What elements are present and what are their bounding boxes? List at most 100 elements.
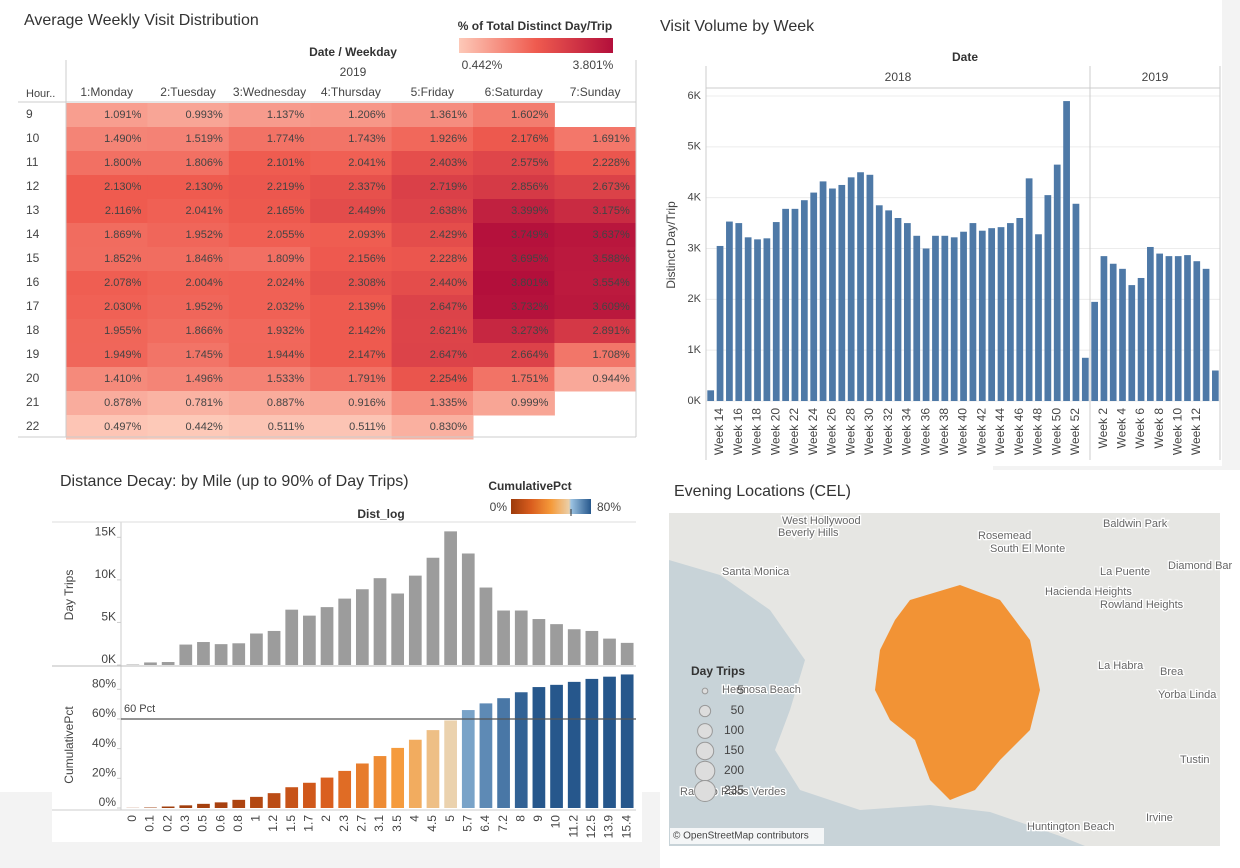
bar — [567, 629, 581, 665]
bar — [1007, 223, 1014, 401]
bar — [866, 174, 874, 401]
x-tick-label: 5.7 — [460, 815, 474, 832]
bar — [1053, 164, 1061, 401]
bar — [1165, 256, 1173, 401]
cell-label: 1.496% — [185, 373, 223, 385]
bar — [969, 223, 977, 401]
heat-cell — [554, 295, 637, 320]
cell-label: 0.511% — [349, 421, 386, 433]
heat-cell — [473, 271, 555, 296]
heat-cell — [473, 151, 555, 176]
bar — [1025, 178, 1033, 401]
size-legend-label: 5 — [737, 683, 744, 697]
heat-cell — [147, 367, 230, 392]
bar — [791, 208, 799, 401]
cell-label: 2.856% — [511, 181, 549, 193]
heat-cell — [147, 151, 230, 176]
cell-label: 1.533% — [267, 373, 305, 385]
size-legend-label: 235 — [724, 783, 744, 797]
bar — [819, 181, 827, 401]
x-tick-label: Week 50 — [1049, 408, 1063, 455]
cell-label: 2.055% — [267, 229, 305, 241]
color-legend — [459, 38, 613, 53]
heat-cell — [228, 271, 311, 296]
cell-label: 2.891% — [592, 325, 630, 337]
column-label: 1:Monday — [80, 85, 133, 99]
bar — [338, 770, 352, 808]
x-tick-label: Week 46 — [1012, 408, 1026, 455]
bar — [1016, 218, 1024, 401]
x-tick-label: Week 52 — [1068, 408, 1082, 455]
bar — [707, 390, 715, 401]
x-tick-label: Week 6 — [1133, 408, 1147, 449]
bar — [550, 624, 563, 665]
legend-label: 80% — [597, 500, 621, 514]
column-label: 4:Thursday — [321, 85, 381, 99]
cell-label: 0.944% — [592, 373, 630, 385]
size-legend-mark — [697, 723, 713, 739]
legend-title: Day Trips — [691, 664, 745, 678]
heat-cell — [66, 199, 148, 224]
row-label: 21 — [26, 395, 40, 409]
bar — [1081, 357, 1089, 401]
heat-cell — [310, 199, 393, 224]
x-tick-label: 6.4 — [478, 815, 492, 832]
heat-cell — [473, 295, 555, 320]
column-label: 6:Saturday — [485, 85, 543, 99]
panel-label: 2018 — [885, 70, 912, 84]
x-tick-label: Week 28 — [843, 408, 857, 455]
x-tick-label: 11.2 — [566, 815, 580, 838]
cell-label: 0.830% — [430, 421, 468, 433]
cell-label: 1.952% — [185, 301, 223, 313]
bar — [735, 223, 743, 401]
place-label: La Habra — [1098, 660, 1144, 672]
cell-label: 2.130% — [104, 181, 142, 193]
heat-cell — [310, 343, 393, 368]
column-label: 2:Tuesday — [160, 85, 216, 99]
cell-label: 3.732% — [511, 301, 549, 313]
heat-cell — [147, 295, 230, 320]
heat-cell — [228, 199, 311, 224]
bar — [1100, 256, 1108, 401]
heat-cell — [391, 151, 474, 176]
x-tick-label: Week 32 — [881, 408, 895, 455]
x-tick-label: 3.1 — [372, 815, 386, 832]
cell-label: 1.774% — [267, 133, 305, 145]
x-tick-label: Week 48 — [1031, 408, 1045, 455]
bar — [214, 802, 228, 808]
heat-cell — [391, 319, 474, 344]
cell-label: 1.806% — [185, 157, 223, 169]
heat-cell — [66, 367, 148, 392]
x-tick-label: 7.2 — [496, 815, 510, 832]
bar — [875, 205, 883, 401]
heat-cell — [228, 415, 311, 440]
bar — [1072, 203, 1080, 401]
cell-label: 2.219% — [267, 181, 305, 193]
cell-label: 0.916% — [348, 397, 386, 409]
cell-label: 3.637% — [592, 229, 630, 241]
cell-label: 2.429% — [430, 229, 468, 241]
bar — [232, 643, 246, 665]
heat-cell — [554, 199, 637, 224]
bar — [444, 531, 457, 665]
y-tick-label: 0% — [99, 795, 117, 809]
bar — [857, 172, 864, 401]
size-legend-label: 50 — [731, 703, 745, 717]
map-water — [669, 560, 1085, 846]
size-legend-label: 150 — [724, 743, 744, 757]
cell-label: 2.130% — [185, 181, 223, 193]
cell-label: 2.139% — [348, 301, 386, 313]
bar — [716, 245, 724, 401]
bar — [603, 638, 616, 665]
cell-label: 2.647% — [430, 301, 468, 313]
bar — [320, 777, 334, 808]
bar — [1128, 285, 1136, 401]
cell-label: 3.273% — [511, 325, 549, 337]
size-legend-label: 200 — [724, 763, 744, 777]
place-label: South El Monte — [990, 543, 1065, 555]
size-legend-mark — [694, 760, 716, 782]
heat-cell — [473, 391, 555, 416]
bar — [1147, 246, 1154, 401]
heat-cell — [554, 151, 637, 176]
y-tick-label: 0K — [688, 395, 702, 407]
